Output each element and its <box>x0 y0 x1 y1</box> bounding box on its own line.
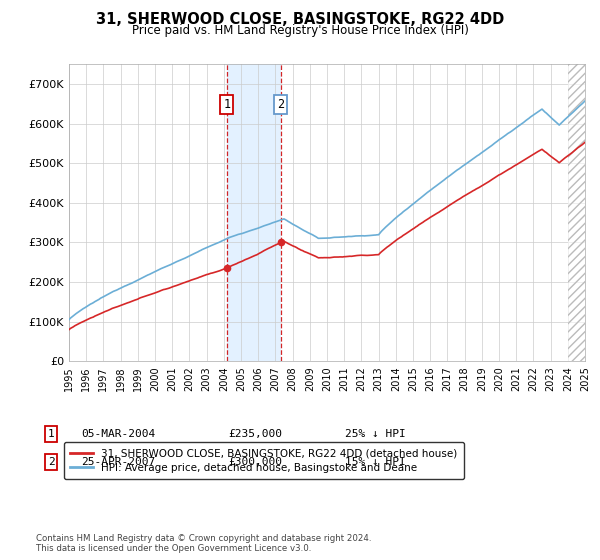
Text: 15% ↓ HPI: 15% ↓ HPI <box>345 457 406 467</box>
Bar <box>568 64 593 361</box>
Text: 25-APR-2007: 25-APR-2007 <box>81 457 155 467</box>
Text: 05-MAR-2004: 05-MAR-2004 <box>81 429 155 439</box>
Text: £300,000: £300,000 <box>228 457 282 467</box>
Text: £235,000: £235,000 <box>228 429 282 439</box>
Text: 2: 2 <box>277 98 284 111</box>
Text: Price paid vs. HM Land Registry's House Price Index (HPI): Price paid vs. HM Land Registry's House … <box>131 24 469 36</box>
Bar <box>227 64 281 361</box>
Legend: 31, SHERWOOD CLOSE, BASINGSTOKE, RG22 4DD (detached house), HPI: Average price, : 31, SHERWOOD CLOSE, BASINGSTOKE, RG22 4D… <box>64 442 464 479</box>
Text: 1: 1 <box>223 98 230 111</box>
Text: 31, SHERWOOD CLOSE, BASINGSTOKE, RG22 4DD: 31, SHERWOOD CLOSE, BASINGSTOKE, RG22 4D… <box>96 12 504 27</box>
Text: Contains HM Land Registry data © Crown copyright and database right 2024.
This d: Contains HM Land Registry data © Crown c… <box>36 534 371 553</box>
Text: 25% ↓ HPI: 25% ↓ HPI <box>345 429 406 439</box>
Bar <box>568 64 593 361</box>
Text: 1: 1 <box>47 429 55 439</box>
Text: 2: 2 <box>47 457 55 467</box>
